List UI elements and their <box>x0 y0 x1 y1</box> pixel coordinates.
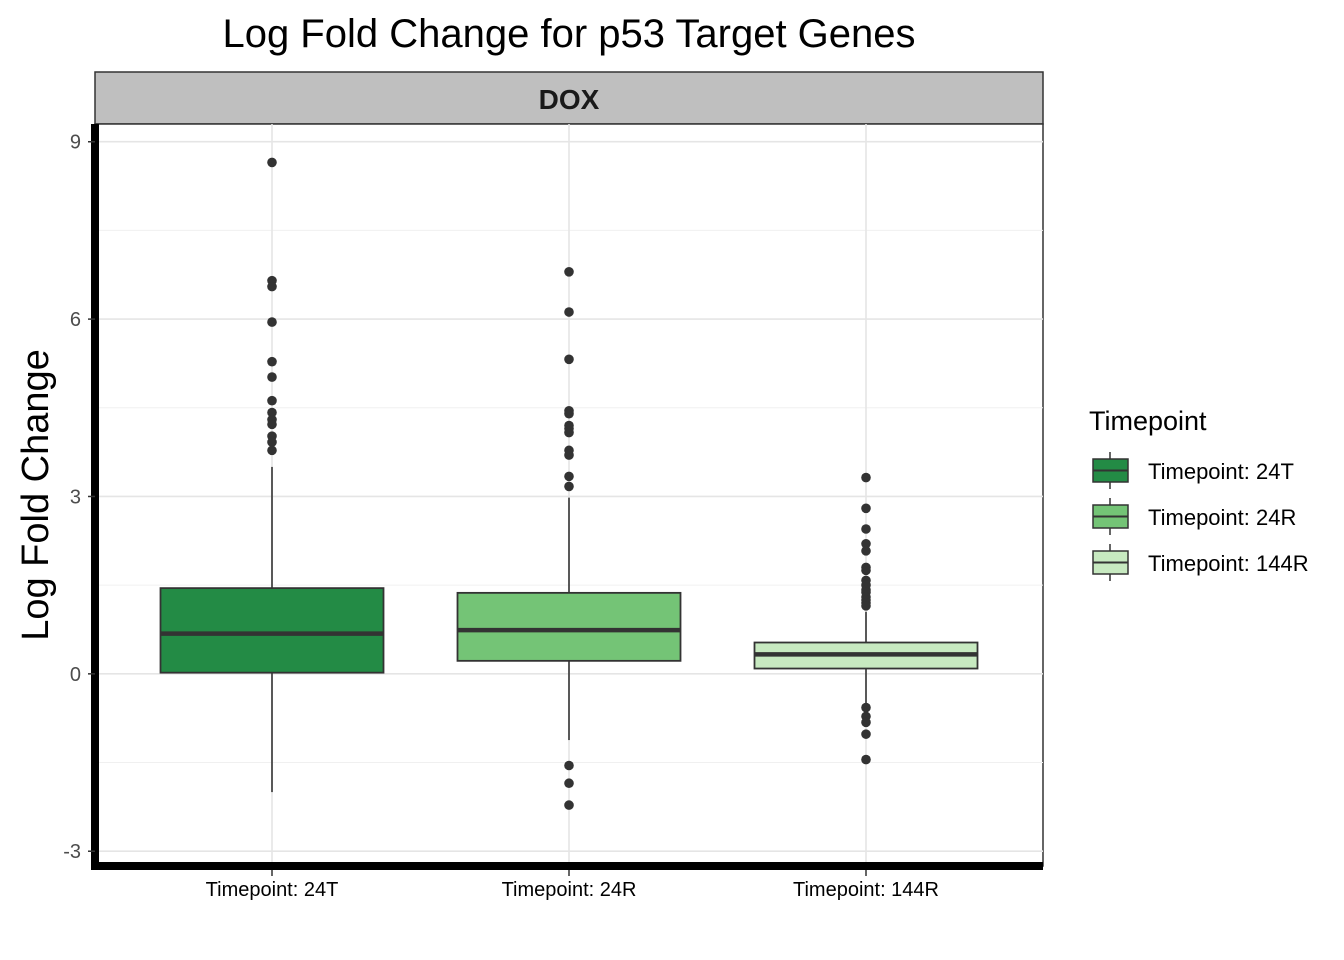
outlier-point <box>267 372 277 382</box>
outlier-point <box>861 717 871 728</box>
outlier-point <box>267 419 277 430</box>
outlier-point <box>267 395 277 406</box>
outlier-point <box>861 601 871 611</box>
outlier-point <box>564 778 574 789</box>
outlier-point <box>861 729 871 739</box>
outlier-point <box>564 450 574 460</box>
y-tick-label: 0 <box>70 664 81 686</box>
outlier-point <box>564 267 574 277</box>
outlier-point <box>861 546 871 556</box>
y-tick-label: 9 <box>70 132 81 154</box>
outlier-point <box>564 800 574 810</box>
box-3 <box>753 472 979 765</box>
outlier-point <box>267 281 277 292</box>
x-tick-label: Timepoint: 24T <box>206 879 339 901</box>
chart-title: Log Fold Change for p53 Target Genes <box>222 12 915 56</box>
legend-item-2: Timepoint: 24R <box>1092 498 1296 535</box>
outlier-point <box>861 503 871 514</box>
outlier-point <box>267 407 277 418</box>
legend-title: Timepoint <box>1089 406 1207 436</box>
facet-strip <box>94 71 1044 125</box>
outlier-point <box>564 307 574 317</box>
y-tick-label: 3 <box>70 486 81 508</box>
x-axis-ticks: Timepoint: 24T Timepoint: 24R Timepoint: 1… <box>206 870 939 901</box>
outlier-point <box>267 437 277 447</box>
facet-label: DOX <box>539 84 600 115</box>
box-1 <box>159 157 385 793</box>
outlier-point <box>564 481 574 492</box>
outlier-point <box>267 317 277 327</box>
outlier-point <box>861 472 871 483</box>
legend: Timepoint Timepoint: 24T Timepoint: 24R Ti… <box>1089 406 1309 581</box>
outlier-point <box>564 760 574 771</box>
outlier-point <box>267 445 277 456</box>
outlier-point <box>861 702 871 713</box>
boxes <box>159 157 979 810</box>
outlier-point <box>861 754 871 765</box>
y-axis-label: Log Fold Change <box>15 349 57 641</box>
legend-label: Timepoint: 24T <box>1148 459 1294 484</box>
box-2 <box>456 267 682 810</box>
box-iqr <box>159 587 385 674</box>
outlier-point <box>564 471 574 482</box>
legend-label: Timepoint: 24R <box>1148 505 1296 530</box>
outlier-point <box>564 354 574 365</box>
y-tick-label: -3 <box>63 841 81 863</box>
outlier-point <box>861 524 871 534</box>
x-tick-label: Timepoint: 144R <box>793 879 939 901</box>
outlier-point <box>861 565 871 576</box>
y-axis-ticks: -3 0 3 6 9 <box>63 132 95 863</box>
box-iqr <box>456 591 682 662</box>
outlier-point <box>861 538 871 549</box>
y-tick-label: 6 <box>70 309 81 331</box>
legend-item-1: Timepoint: 24T <box>1092 452 1294 489</box>
outlier-point <box>564 427 574 438</box>
x-tick-label: Timepoint: 24R <box>502 879 637 901</box>
legend-label: Timepoint: 144R <box>1148 551 1309 576</box>
outlier-point <box>564 408 574 419</box>
outlier-point <box>267 356 277 367</box>
outlier-point <box>267 157 277 168</box>
legend-item-3: Timepoint: 144R <box>1092 544 1309 581</box>
